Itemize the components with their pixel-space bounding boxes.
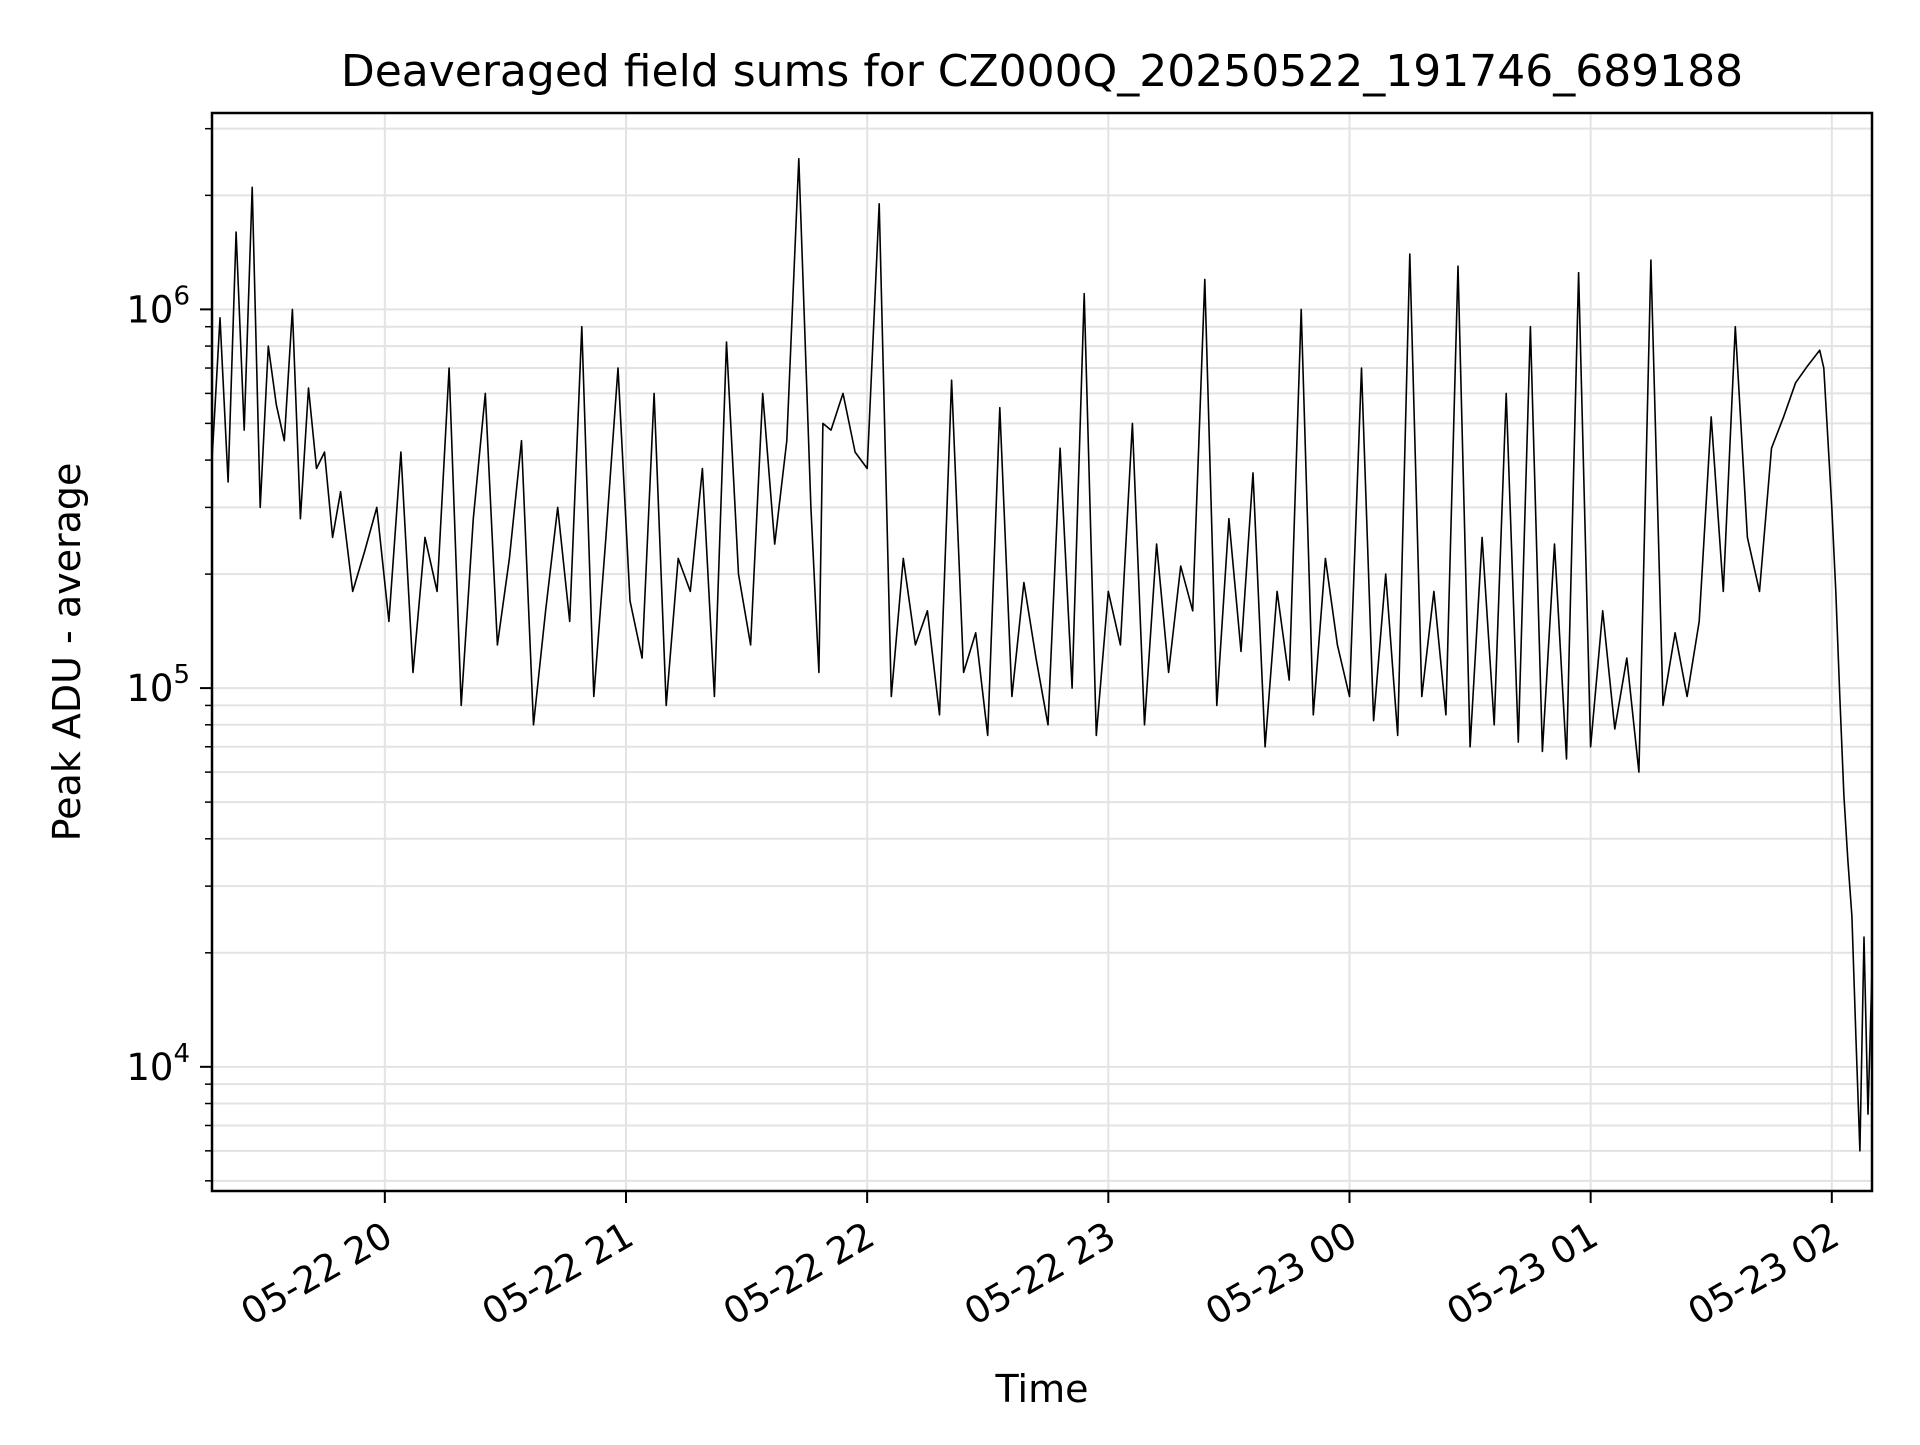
chart-title: Deaveraged field sums for CZ000Q_2025052…: [341, 46, 1743, 97]
y-tick-exponent: 4: [173, 1039, 190, 1069]
x-axis-label: Time: [995, 1367, 1089, 1411]
grid-lines: [212, 113, 1872, 1191]
data-layer: [211, 157, 1873, 1152]
y-tick-base: 10: [126, 288, 173, 331]
y-tick-base: 10: [126, 667, 173, 710]
y-tick-exponent: 5: [173, 660, 190, 690]
y-tick-label: 105: [126, 660, 190, 710]
series-line: [211, 157, 1873, 1152]
y-axis-label: Peak ADU - average: [45, 463, 89, 842]
y-tick-base: 10: [126, 1046, 173, 1089]
y-tick-label: 104: [126, 1039, 190, 1089]
y-tick-label: 106: [126, 281, 190, 331]
y-tick-exponent: 6: [173, 281, 190, 311]
plot-frame: [210, 111, 1874, 1193]
